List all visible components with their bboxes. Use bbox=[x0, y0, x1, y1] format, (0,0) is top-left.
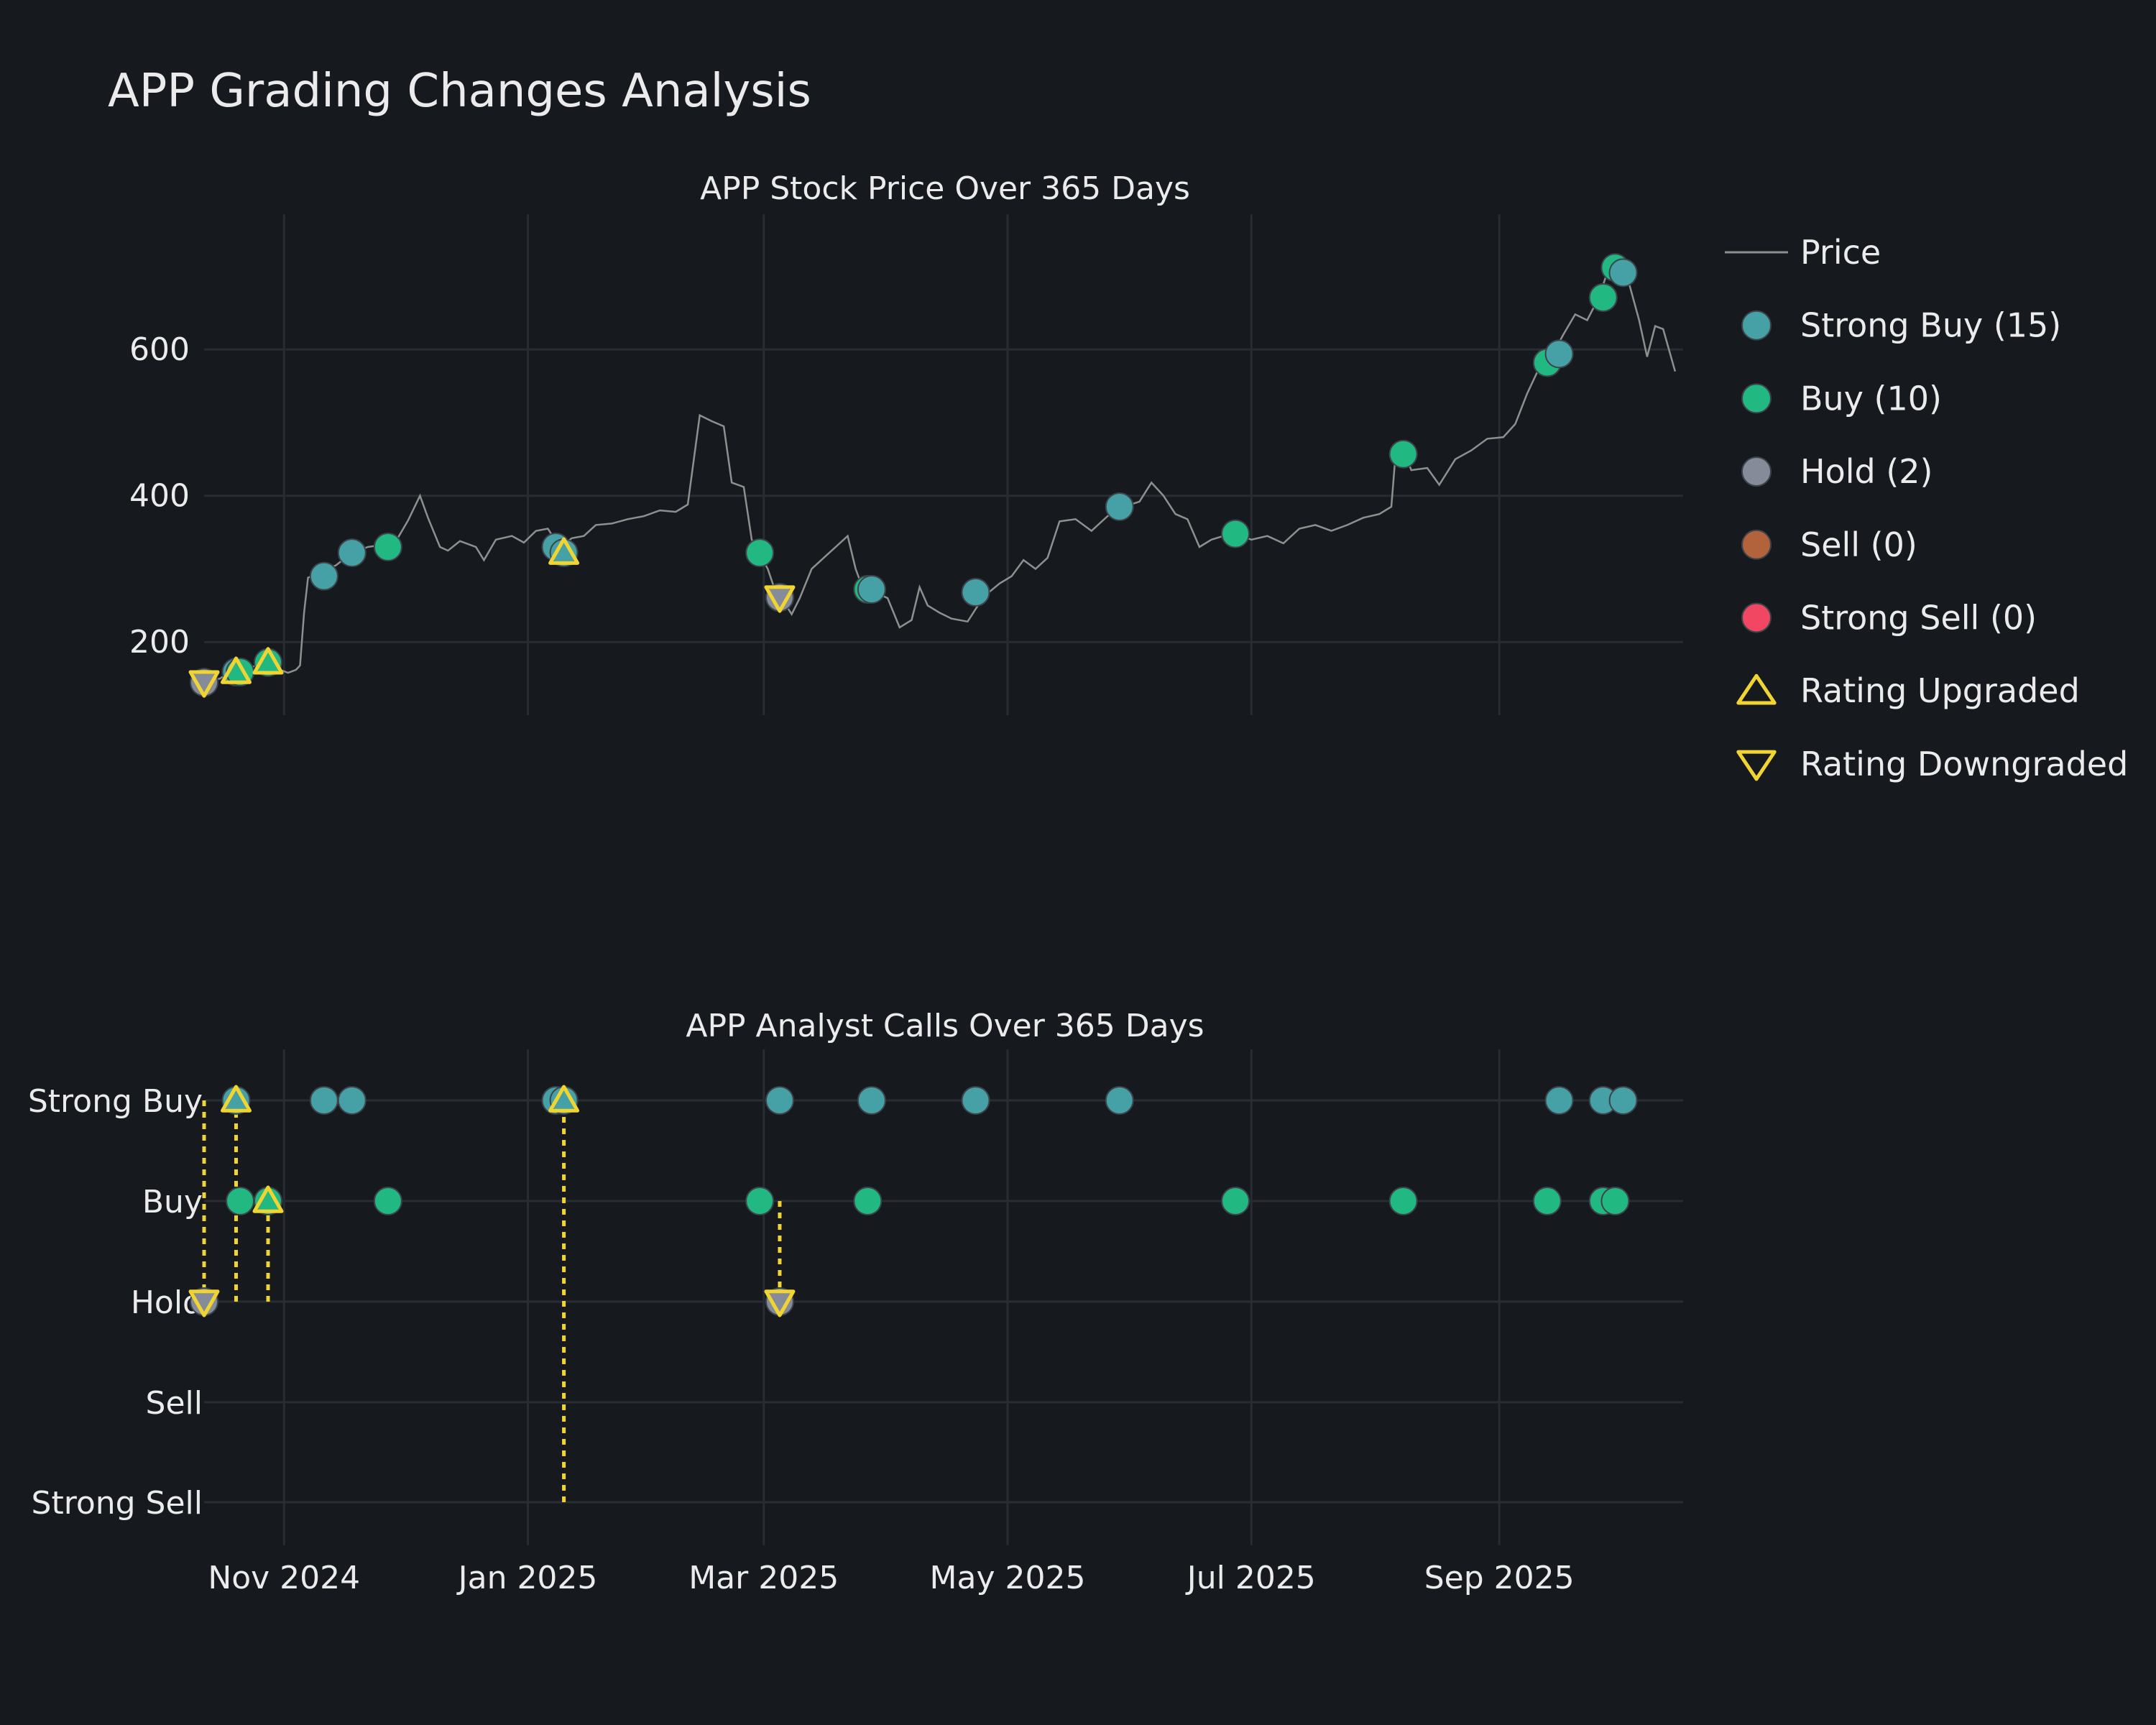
legend-label: Price bbox=[1800, 233, 1881, 272]
call-marker-strong-buy bbox=[1608, 1086, 1638, 1115]
price-rating-marker-strong-buy bbox=[1544, 339, 1574, 369]
call-marker-strong-buy bbox=[765, 1086, 794, 1115]
legend-downgrade-icon bbox=[1736, 750, 1777, 781]
calls-y-tick-label-buy: Buy bbox=[142, 1184, 203, 1220]
analyst-calls-plot-area: Nov 2024 Jan 2025 Mar 2025 May 2025 Jul 2025… bbox=[28, 1049, 1683, 1596]
price-rating-marker-strong-buy bbox=[857, 574, 886, 604]
call-upgrade-marker bbox=[220, 1085, 252, 1113]
call-marker-buy bbox=[1221, 1187, 1250, 1215]
price-rating-marker-buy bbox=[1221, 519, 1250, 548]
legend-label: Strong Sell (0) bbox=[1800, 599, 2037, 638]
calls-x-tick-label: Sep 2025 bbox=[1424, 1560, 1575, 1596]
price-chart-title: APP Stock Price Over 365 Days bbox=[700, 170, 1190, 207]
price-upgrade-marker bbox=[220, 656, 252, 684]
calls-x-tick-label: May 2025 bbox=[930, 1560, 1086, 1596]
legend-label: Sell (0) bbox=[1800, 525, 1917, 564]
call-downgrade-marker bbox=[764, 1289, 796, 1317]
price-line bbox=[203, 266, 1677, 684]
figure-title: APP Grading Changes Analysis bbox=[108, 65, 811, 118]
call-marker-buy bbox=[226, 1187, 255, 1215]
chart-legend: Price Strong Buy (15) Buy (10) Hold (2) Sell… bbox=[1725, 233, 2128, 783]
price-upgrade-marker bbox=[548, 537, 580, 565]
calls-x-tick-label: Jan 2025 bbox=[456, 1560, 598, 1596]
price-rating-marker-strong-buy bbox=[1608, 258, 1638, 288]
legend-label: Rating Upgraded bbox=[1800, 671, 2080, 710]
call-marker-strong-buy bbox=[961, 1086, 990, 1115]
price-downgrade-marker bbox=[764, 585, 796, 613]
price-y-tick-label: 400 bbox=[129, 478, 190, 515]
call-marker-buy bbox=[853, 1187, 883, 1215]
call-marker-strong-buy bbox=[337, 1086, 367, 1115]
calls-chart-title: APP Analyst Calls Over 365 Days bbox=[686, 1008, 1204, 1044]
price-upgrade-marker bbox=[252, 647, 284, 675]
call-marker-strong-buy bbox=[1544, 1086, 1574, 1115]
price-rating-marker-strong-buy bbox=[1105, 492, 1134, 522]
price-rating-marker-strong-buy bbox=[337, 538, 367, 568]
legend-strong-buy-icon bbox=[1741, 310, 1772, 341]
call-upgrade-marker bbox=[252, 1185, 284, 1213]
calls-x-tick-label: Jul 2025 bbox=[1185, 1560, 1316, 1596]
legend-sell-icon bbox=[1741, 529, 1772, 560]
calls-x-tick-label: Nov 2024 bbox=[208, 1560, 360, 1596]
legend-label: Rating Downgraded bbox=[1800, 745, 2128, 783]
call-marker-buy bbox=[1532, 1187, 1562, 1215]
price-rating-marker-buy bbox=[1588, 282, 1618, 312]
price-y-tick-label: 600 bbox=[129, 331, 190, 368]
legend-upgrade-icon bbox=[1736, 673, 1777, 705]
call-upgrade-marker bbox=[548, 1085, 580, 1113]
legend-buy-icon bbox=[1741, 383, 1772, 414]
price-rating-marker-buy bbox=[745, 538, 775, 568]
calls-y-tick-label-strong-buy: Strong Buy bbox=[28, 1083, 203, 1120]
price-y-tick-label: 200 bbox=[129, 624, 190, 661]
call-marker-buy bbox=[745, 1187, 775, 1215]
call-marker-buy bbox=[1388, 1187, 1418, 1215]
calls-x-tick-label: Mar 2025 bbox=[688, 1560, 839, 1596]
call-marker-buy bbox=[1600, 1187, 1630, 1215]
legend-label: Strong Buy (15) bbox=[1800, 306, 2061, 345]
legend-strong-sell-icon bbox=[1741, 602, 1772, 633]
call-marker-strong-buy bbox=[309, 1086, 338, 1115]
price-downgrade-marker bbox=[188, 670, 220, 698]
price-rating-marker-buy bbox=[1388, 439, 1418, 469]
price-rating-marker-strong-buy bbox=[309, 561, 338, 591]
price-plot-area: 200 400 600 bbox=[129, 214, 1683, 715]
calls-y-tick-label-strong-sell: Strong Sell bbox=[32, 1485, 203, 1522]
call-marker-strong-buy bbox=[1105, 1086, 1134, 1115]
call-marker-strong-buy bbox=[857, 1086, 886, 1115]
calls-y-tick-label-sell: Sell bbox=[146, 1385, 203, 1422]
legend-hold-icon bbox=[1741, 456, 1772, 487]
legend-label: Buy (10) bbox=[1800, 379, 1942, 418]
price-rating-marker-buy bbox=[373, 532, 402, 561]
call-marker-buy bbox=[373, 1187, 402, 1215]
legend-label: Hold (2) bbox=[1800, 452, 1933, 491]
price-rating-marker-strong-buy bbox=[961, 578, 990, 607]
call-downgrade-marker bbox=[188, 1289, 220, 1317]
